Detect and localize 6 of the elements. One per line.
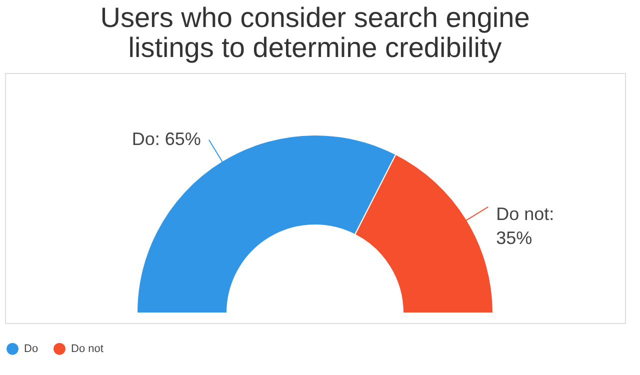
legend-label: Do not xyxy=(71,342,104,355)
data-label: Do not: 35% xyxy=(496,204,554,248)
text: listings to determine credibility xyxy=(128,32,502,63)
data-label: Do: 65% xyxy=(132,128,201,149)
legend-label: Do xyxy=(24,342,38,355)
text: Users who consider search engine xyxy=(100,2,530,33)
